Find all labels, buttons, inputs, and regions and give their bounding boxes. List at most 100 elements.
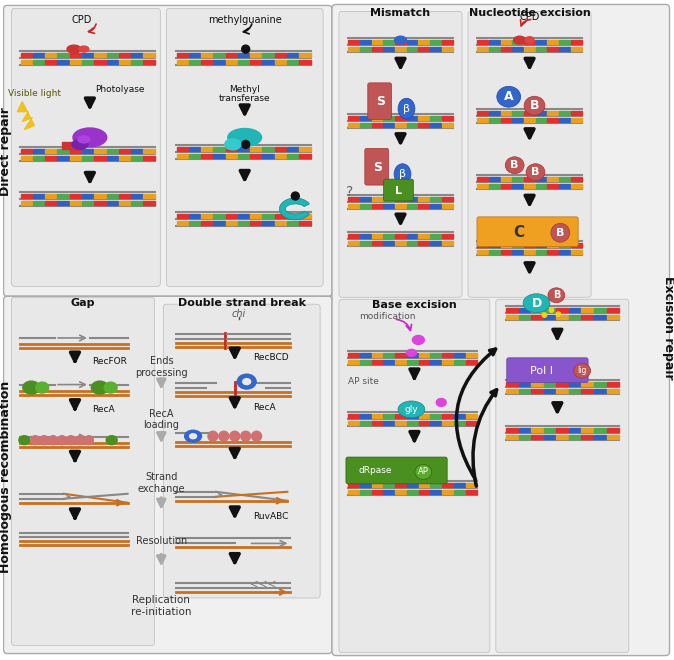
Bar <box>119 194 131 198</box>
Bar <box>299 147 311 151</box>
Bar <box>395 421 406 425</box>
Text: B: B <box>531 167 540 177</box>
Bar <box>57 194 69 198</box>
Bar <box>442 421 453 425</box>
Ellipse shape <box>36 382 49 393</box>
Circle shape <box>549 308 553 312</box>
Bar <box>518 308 530 312</box>
Bar <box>407 360 418 364</box>
FancyBboxPatch shape <box>339 11 462 297</box>
Bar <box>189 221 200 225</box>
Circle shape <box>291 192 299 200</box>
Bar <box>82 201 94 205</box>
Bar <box>21 60 32 64</box>
Bar <box>131 194 143 198</box>
Bar <box>582 435 593 439</box>
Bar <box>371 360 383 364</box>
Ellipse shape <box>548 288 565 303</box>
Text: β: β <box>399 169 406 179</box>
Bar <box>371 115 383 119</box>
Text: RecA: RecA <box>253 403 275 412</box>
Ellipse shape <box>92 381 109 394</box>
Bar <box>238 154 249 158</box>
Bar <box>371 123 383 127</box>
Bar <box>559 177 570 181</box>
Bar <box>395 197 406 201</box>
Bar <box>348 115 359 119</box>
Bar <box>547 47 559 51</box>
Ellipse shape <box>526 164 545 181</box>
Text: C: C <box>513 225 524 240</box>
Bar <box>506 308 518 312</box>
Bar <box>430 40 441 44</box>
Bar <box>287 60 299 64</box>
Bar <box>477 47 489 51</box>
Bar <box>119 60 131 64</box>
Bar <box>547 184 559 188</box>
Bar <box>33 201 44 205</box>
Bar <box>556 435 568 439</box>
Bar <box>144 53 155 57</box>
Text: B: B <box>553 290 560 300</box>
Bar <box>406 115 418 119</box>
Bar <box>360 204 371 208</box>
Bar <box>57 156 69 160</box>
Bar <box>489 47 500 51</box>
Bar <box>524 184 535 188</box>
Bar <box>275 214 286 218</box>
Bar <box>544 389 556 393</box>
Bar <box>512 184 524 188</box>
Bar <box>348 204 359 208</box>
Bar <box>547 243 559 247</box>
Bar <box>250 60 262 64</box>
Bar <box>419 241 429 245</box>
Bar <box>607 428 619 432</box>
Bar <box>119 201 131 205</box>
Bar <box>106 156 118 160</box>
Bar <box>395 490 406 494</box>
Bar <box>384 353 394 357</box>
Bar <box>419 490 430 494</box>
Bar <box>395 483 406 487</box>
Bar <box>547 40 559 44</box>
Bar <box>33 60 44 64</box>
Bar <box>512 117 524 121</box>
Ellipse shape <box>514 36 526 44</box>
Bar <box>571 117 582 121</box>
Bar <box>57 53 69 57</box>
Ellipse shape <box>406 349 417 356</box>
Bar <box>441 234 453 238</box>
Text: Mismatch: Mismatch <box>371 9 431 18</box>
Bar <box>406 40 418 44</box>
Bar <box>489 40 500 44</box>
Bar <box>287 147 299 151</box>
Bar <box>371 47 383 51</box>
Bar <box>556 389 568 393</box>
Ellipse shape <box>78 136 90 143</box>
Bar <box>430 360 441 364</box>
Ellipse shape <box>497 86 520 107</box>
Bar <box>250 214 262 218</box>
Text: Homologous recombination: Homologous recombination <box>0 381 12 573</box>
Bar <box>213 154 225 158</box>
Bar <box>33 194 44 198</box>
Circle shape <box>84 436 93 445</box>
Bar <box>419 234 429 238</box>
Bar <box>506 315 518 319</box>
Bar <box>45 156 57 160</box>
Text: RecFOR: RecFOR <box>92 357 127 366</box>
Bar <box>501 40 512 44</box>
Bar <box>275 60 286 64</box>
Bar <box>419 197 429 201</box>
Bar <box>512 47 524 51</box>
Bar <box>384 197 394 201</box>
Bar <box>406 241 418 245</box>
Circle shape <box>242 45 249 53</box>
Bar <box>430 421 441 425</box>
Bar <box>238 60 249 64</box>
Text: Replication
re-initiation: Replication re-initiation <box>131 595 191 616</box>
Bar <box>430 353 441 357</box>
Bar <box>21 201 32 205</box>
Bar <box>45 194 57 198</box>
Ellipse shape <box>73 128 106 147</box>
